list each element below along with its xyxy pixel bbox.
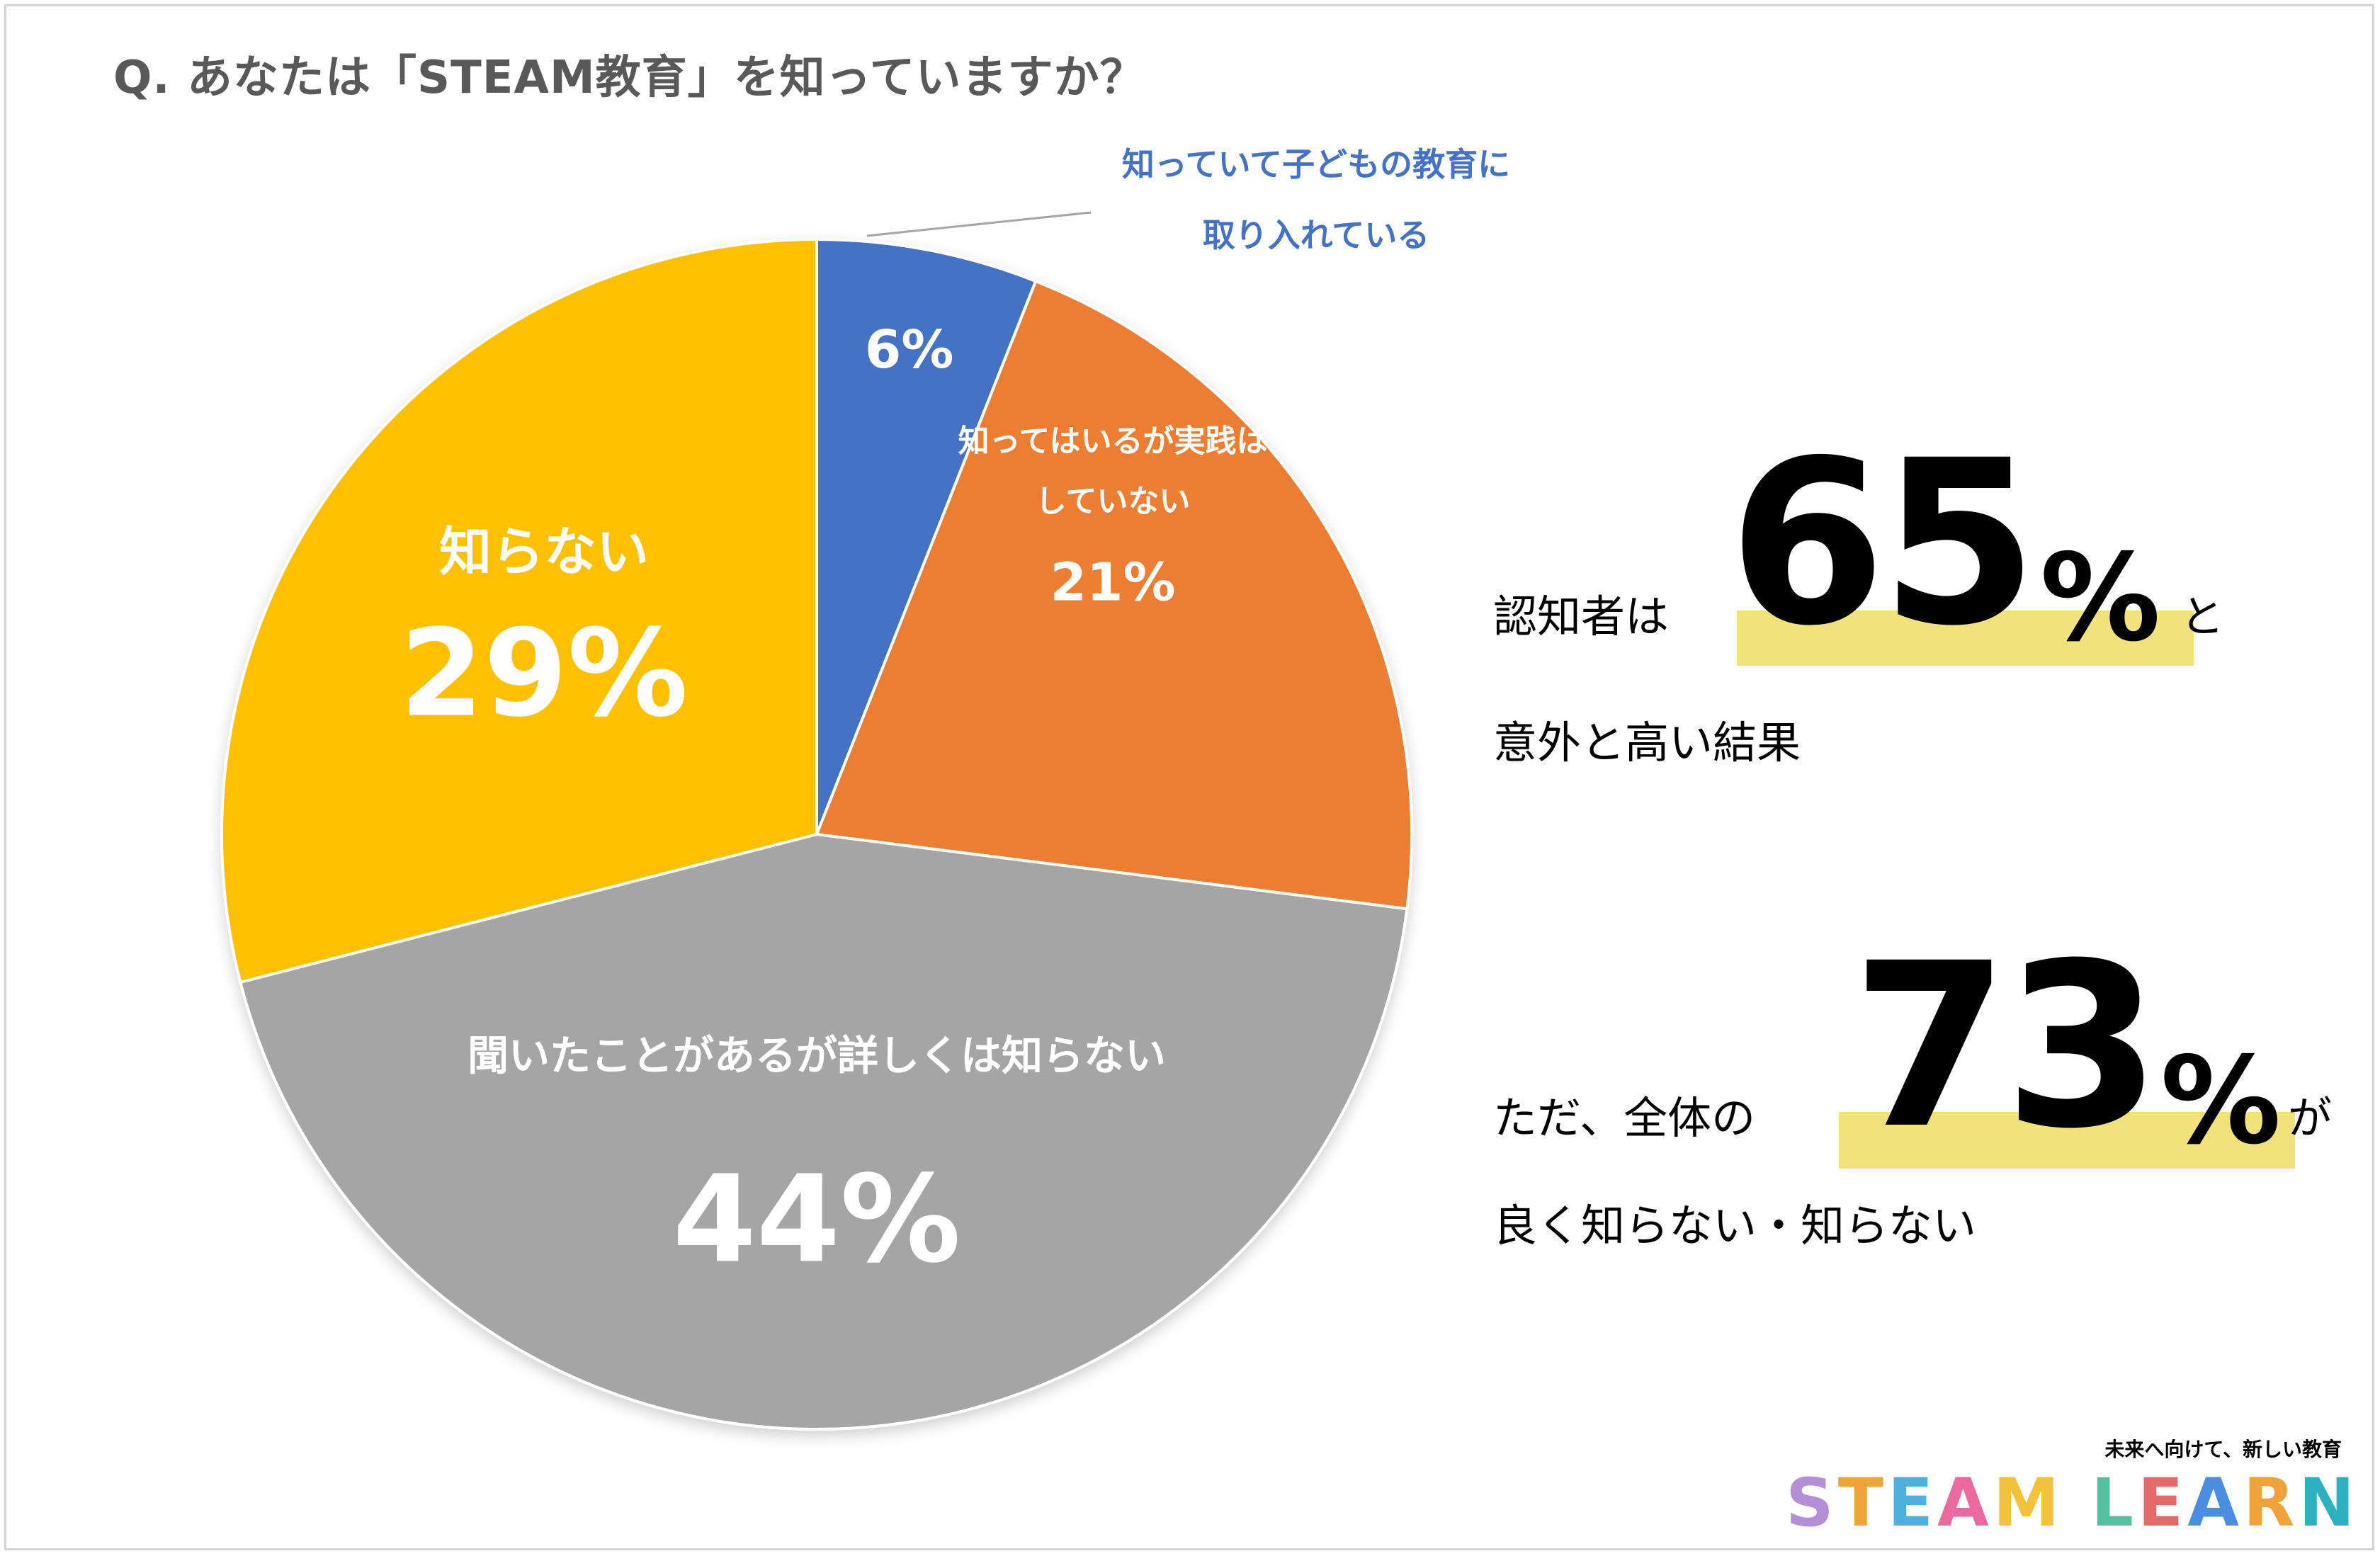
callout-second-prefix: ただ、全体の bbox=[1493, 1092, 1756, 1144]
slice-category-label: していない bbox=[1036, 483, 1191, 519]
callout-first-suffix: と bbox=[2180, 591, 2225, 642]
slice-category-label: 知ってはいるが実践は bbox=[958, 423, 1268, 459]
brand-letter: A bbox=[2187, 1465, 2243, 1542]
callout-first-prefix: 認知者は bbox=[1493, 591, 1670, 642]
pie-slice bbox=[220, 237, 818, 984]
callout-second-line2: 良く知らない・知らない bbox=[1493, 1200, 1977, 1251]
slice-category-label: 知っていて子どもの教育に bbox=[1122, 145, 1510, 183]
brand-letter: E bbox=[1887, 1465, 1938, 1542]
slice-value-label: 6% bbox=[865, 319, 954, 380]
callout-second-number: 73 bbox=[1852, 915, 2161, 1179]
leader-line bbox=[866, 211, 1092, 237]
brand-letter: R bbox=[2243, 1465, 2299, 1542]
chart-title: Q. あなたは「STEAM教育」を知っていますか？ bbox=[113, 52, 1146, 104]
slice-category-label: 取り入れている bbox=[1203, 216, 1430, 254]
brand-letter bbox=[2063, 1465, 2091, 1542]
brand-letter: M bbox=[1993, 1465, 2064, 1542]
slice-value-label: 29% bbox=[400, 603, 688, 744]
slice-category-label: 知らない bbox=[439, 521, 649, 582]
slice-value-label: 21% bbox=[1050, 552, 1176, 613]
pie-slice bbox=[815, 279, 1413, 911]
slice-value-label: 44% bbox=[673, 1149, 961, 1290]
callout-first-line2: 意外と高い結果 bbox=[1493, 717, 1801, 768]
brand-tagline: 未来へ向けて、新しい教育 bbox=[2104, 1438, 2342, 1461]
callout-first-number: 65 bbox=[1728, 412, 2038, 676]
pie-slice bbox=[815, 237, 1038, 835]
callout-second-percent: % bbox=[2160, 1031, 2282, 1171]
brand-letter: N bbox=[2299, 1465, 2359, 1542]
highlight-bar-73 bbox=[1839, 1112, 2295, 1169]
brand-letter: L bbox=[2091, 1465, 2138, 1542]
brand-logo: STEAM LEARN bbox=[1786, 1465, 2359, 1542]
brand-letter: S bbox=[1785, 1465, 1838, 1542]
slide-frame bbox=[4, 4, 2374, 1550]
brand-letter: E bbox=[2137, 1465, 2188, 1542]
pie-slice bbox=[238, 832, 1409, 1431]
callout-second-suffix: が bbox=[2288, 1092, 2333, 1144]
highlight-bar-65 bbox=[1737, 611, 2194, 666]
callout-first-percent: % bbox=[2040, 528, 2161, 669]
slice-category-label: 聞いたことがあるが詳しくは知らない bbox=[468, 1031, 1166, 1079]
brand-letter: T bbox=[1837, 1465, 1888, 1542]
brand-letter: A bbox=[1937, 1465, 1993, 1542]
